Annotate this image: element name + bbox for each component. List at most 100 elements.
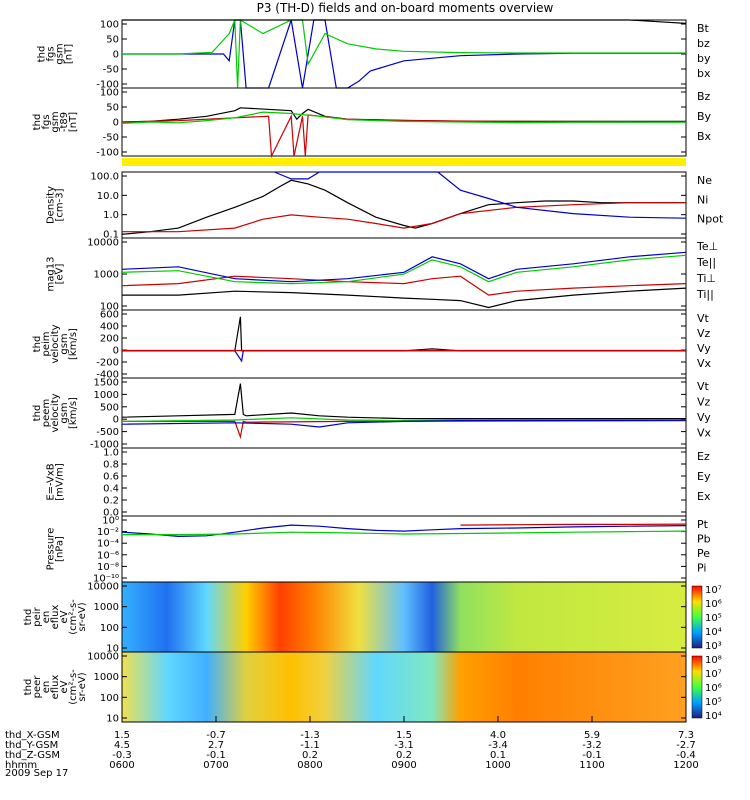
series-Pe: [122, 530, 687, 536]
y-tick-label: -50: [103, 133, 119, 144]
series-Pi: [121, 524, 687, 538]
x-tick-label: 7.3: [678, 730, 694, 741]
y-tick-label: 0.6: [103, 472, 119, 483]
y-axis-label: [km/s]: [68, 328, 79, 360]
x-row-label: hhmm: [5, 760, 37, 771]
legend-item: Vz: [697, 327, 711, 340]
y-tick-label: 0: [113, 118, 119, 129]
legend-item: Ez: [697, 450, 710, 463]
series-Pb: [460, 523, 687, 526]
y-tick-label: -1000: [90, 440, 119, 451]
y-axis-label: peem: [41, 399, 52, 427]
legend-item: by: [697, 52, 711, 65]
colorbar-tick: 10⁷: [705, 585, 722, 596]
colorbar-tick: 10⁶: [705, 599, 722, 610]
y-tick-label: 0: [113, 50, 119, 61]
spectrogram-peer: [122, 652, 686, 722]
series-Ne: [122, 202, 686, 233]
y-axis-label: fgs: [46, 46, 57, 61]
y-axis-label: gsm: [50, 111, 61, 132]
y-axis-label: eV: [59, 680, 70, 693]
y-tick-label: 100.0: [90, 172, 119, 183]
colorbar-tick: 10⁵: [705, 613, 722, 624]
y-axis-label: eV: [59, 610, 70, 623]
y-axis-label: peer: [32, 675, 43, 699]
colorbar-tick: 10⁷: [705, 669, 722, 680]
legend-item: Vy: [697, 342, 711, 355]
legend-item: By: [697, 110, 712, 123]
legend-item: Ex: [697, 490, 711, 503]
y-axis-label: velocity: [50, 324, 61, 363]
x-tick-label: 4.0: [490, 730, 506, 741]
y-tick-label: 1.0: [103, 448, 119, 459]
y-tick-label: 100: [100, 623, 119, 634]
panel-frame: [121, 309, 687, 379]
y-tick-label: 50: [106, 103, 119, 114]
legend-item: Vy: [697, 411, 711, 424]
panel-peir: 10⁷ 10⁶ 10⁵ 10⁴ 10³ 10000 1000 100 10 thdpeirenef…: [23, 581, 722, 655]
legend-item: Vt: [697, 312, 710, 325]
y-tick-label: 50: [106, 35, 119, 46]
legend-item: Pb: [697, 533, 711, 546]
y-axis-label: [mV/m]: [55, 463, 66, 501]
y-tick-label: 100: [100, 88, 119, 99]
x-tick-label: 0.2: [396, 750, 412, 761]
legend-item: Pt: [697, 518, 709, 531]
y-tick-label: -100: [96, 148, 119, 159]
y-axis-label: sr-eV): [77, 602, 88, 631]
x-tick-label: -0.1: [582, 750, 602, 761]
y-axis-label: mag13: [46, 257, 57, 292]
colorbar-tick: 10⁵: [705, 697, 722, 708]
colorbar-tick: 10⁴: [705, 711, 722, 722]
y-axis-label: Pressure: [46, 528, 57, 571]
y-tick-label: 1000: [94, 602, 119, 613]
x-tick-label: -3.2: [582, 740, 602, 751]
y-axis-label: eflux: [50, 675, 61, 700]
spectrogram-peir: [122, 582, 686, 652]
y-tick-label: 10⁰: [102, 516, 119, 527]
series-Bt: [122, 19, 687, 24]
y-tick-label: 0.0: [103, 508, 119, 519]
legend-item: Vz: [697, 396, 711, 409]
series-Vx: [122, 350, 686, 363]
y-axis-label: (cm²-s-: [68, 599, 79, 635]
x-tick-label: -0.1: [206, 750, 226, 761]
y-axis-label: peim: [41, 331, 52, 356]
y-tick-label: 100: [100, 20, 119, 31]
x-tick-label: 1.5: [114, 730, 130, 741]
y-axis-label: thd: [37, 46, 48, 63]
y-tick-label: -400: [96, 370, 119, 381]
y-axis-label: thd: [32, 114, 43, 131]
y-axis-label: thd: [32, 405, 43, 422]
legend-item: Npot: [697, 213, 724, 226]
legend-item: Pe: [697, 547, 710, 560]
y-tick-label: 100: [100, 693, 119, 704]
y-tick-label: 1500: [94, 378, 119, 389]
mode-bar: [122, 158, 686, 166]
y-tick-label: 100: [100, 302, 119, 313]
x-tick-label: -0.4: [676, 750, 696, 761]
y-tick-label: 10⁻⁶: [97, 550, 119, 561]
y-tick-label: 0.4: [103, 484, 119, 495]
y-axis-label: thd: [32, 336, 43, 353]
y-tick-label: 1000: [94, 672, 119, 683]
panel-frame: [121, 515, 687, 583]
y-tick-label: 10: [106, 714, 119, 725]
x-tick-label: -2.7: [676, 740, 696, 751]
colorbar-tick: 10⁸: [705, 655, 722, 666]
x-tick-label: 1.5: [396, 730, 412, 741]
y-tick-label: -500: [96, 427, 119, 438]
colorbar-tick: 10⁴: [705, 627, 722, 638]
x-tick-label: 1100: [579, 760, 604, 771]
y-axis-label: [nT]: [64, 44, 75, 64]
y-tick-label: 10⁻²: [97, 527, 119, 538]
x-tick-label: -3.4: [488, 740, 508, 751]
legend-item: Te||: [696, 256, 716, 269]
y-axis-label: Density: [46, 186, 57, 224]
y-tick-label: 0: [113, 346, 119, 357]
figure-title: P3 (TH-D) fields and on-board moments ov…: [257, 1, 554, 15]
y-tick-label: -50: [103, 65, 119, 76]
y-tick-label: 10: [106, 644, 119, 655]
